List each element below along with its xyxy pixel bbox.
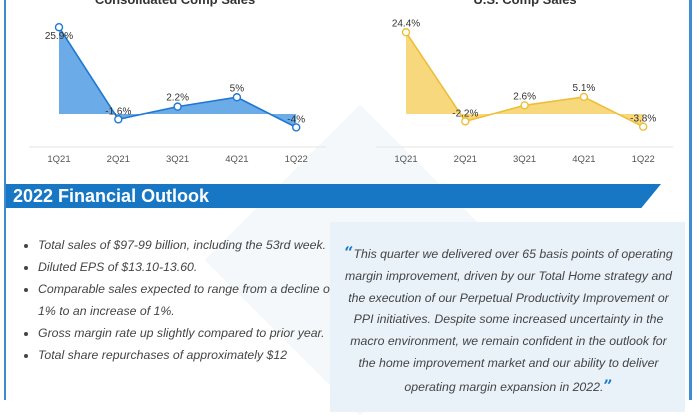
x-tick-label: 2Q21 (107, 154, 130, 165)
data-label: 2.2% (166, 93, 189, 104)
data-point (232, 93, 242, 102)
x-tick-label: 1Q22 (632, 154, 655, 165)
chart-title: Consolidated Comp Sales (95, 0, 255, 7)
data-label: -3.8% (630, 114, 656, 125)
data-label: 25.9% (45, 31, 73, 42)
data-point (579, 92, 589, 102)
data-label: 24.4% (392, 18, 420, 29)
x-tick-label: 1Q21 (394, 154, 417, 165)
data-label: 2.6% (513, 91, 536, 102)
data-label: -1.6% (105, 106, 131, 117)
x-tick-label: 4Q21 (225, 154, 248, 165)
data-point (639, 122, 648, 131)
x-tick-label: 4Q21 (572, 154, 595, 165)
outlook-bullet: Total sales of $97-99 billion, including… (38, 234, 338, 256)
data-point (173, 102, 182, 111)
data-label: -2.2% (452, 108, 478, 119)
quote-paragraph: “This quarter we delivered over 65 basis… (344, 242, 673, 399)
outlook-bullet: Diluted EPS of $13.10-13.60. (38, 256, 338, 278)
data-point (114, 115, 123, 124)
x-tick-label: 1Q22 (285, 154, 308, 165)
x-tick-label: 2Q21 (454, 154, 477, 165)
outlook-heading: 2022 Financial Outlook (13, 186, 210, 206)
x-tick-label: 3Q21 (166, 154, 189, 165)
outlook-bullet: Comparable sales expected to range from … (38, 278, 338, 322)
frame-border-left (4, 0, 6, 400)
data-label: 5.1% (573, 83, 596, 94)
frame-border-right (689, 0, 692, 400)
x-tick-label: 3Q21 (513, 154, 536, 165)
outlook-heading-bar: 2022 Financial Outlook (6, 184, 661, 208)
chart-title: U.S. Comp Sales (473, 0, 576, 7)
outlook-bullet: Total share repurchases of approximately… (38, 344, 338, 366)
area-fill (59, 27, 297, 128)
ceo-quote-box: “This quarter we delivered over 65 basis… (330, 222, 685, 412)
data-point (292, 123, 301, 132)
comp-sales-charts: Consolidated Comp Sales 25.9% 1Q21 -1.6% 2Q2… (29, 0, 674, 165)
data-label: 5% (230, 83, 245, 94)
data-point (461, 117, 470, 126)
data-point (54, 23, 64, 32)
quote-text: This quarter we delivered over 65 basis … (345, 247, 673, 394)
outlook-bullet: Gross margin rate up slightly compared t… (38, 322, 338, 344)
data-label: -4% (287, 114, 305, 125)
open-quote-icon: “ (344, 243, 354, 262)
close-quote-icon: ” (603, 375, 613, 395)
data-point (401, 28, 411, 37)
outlook-bullet-list: Total sales of $97-99 billion, including… (20, 234, 338, 366)
area-fill (406, 32, 644, 127)
data-point (520, 101, 529, 110)
x-tick-label: 1Q21 (47, 154, 70, 165)
